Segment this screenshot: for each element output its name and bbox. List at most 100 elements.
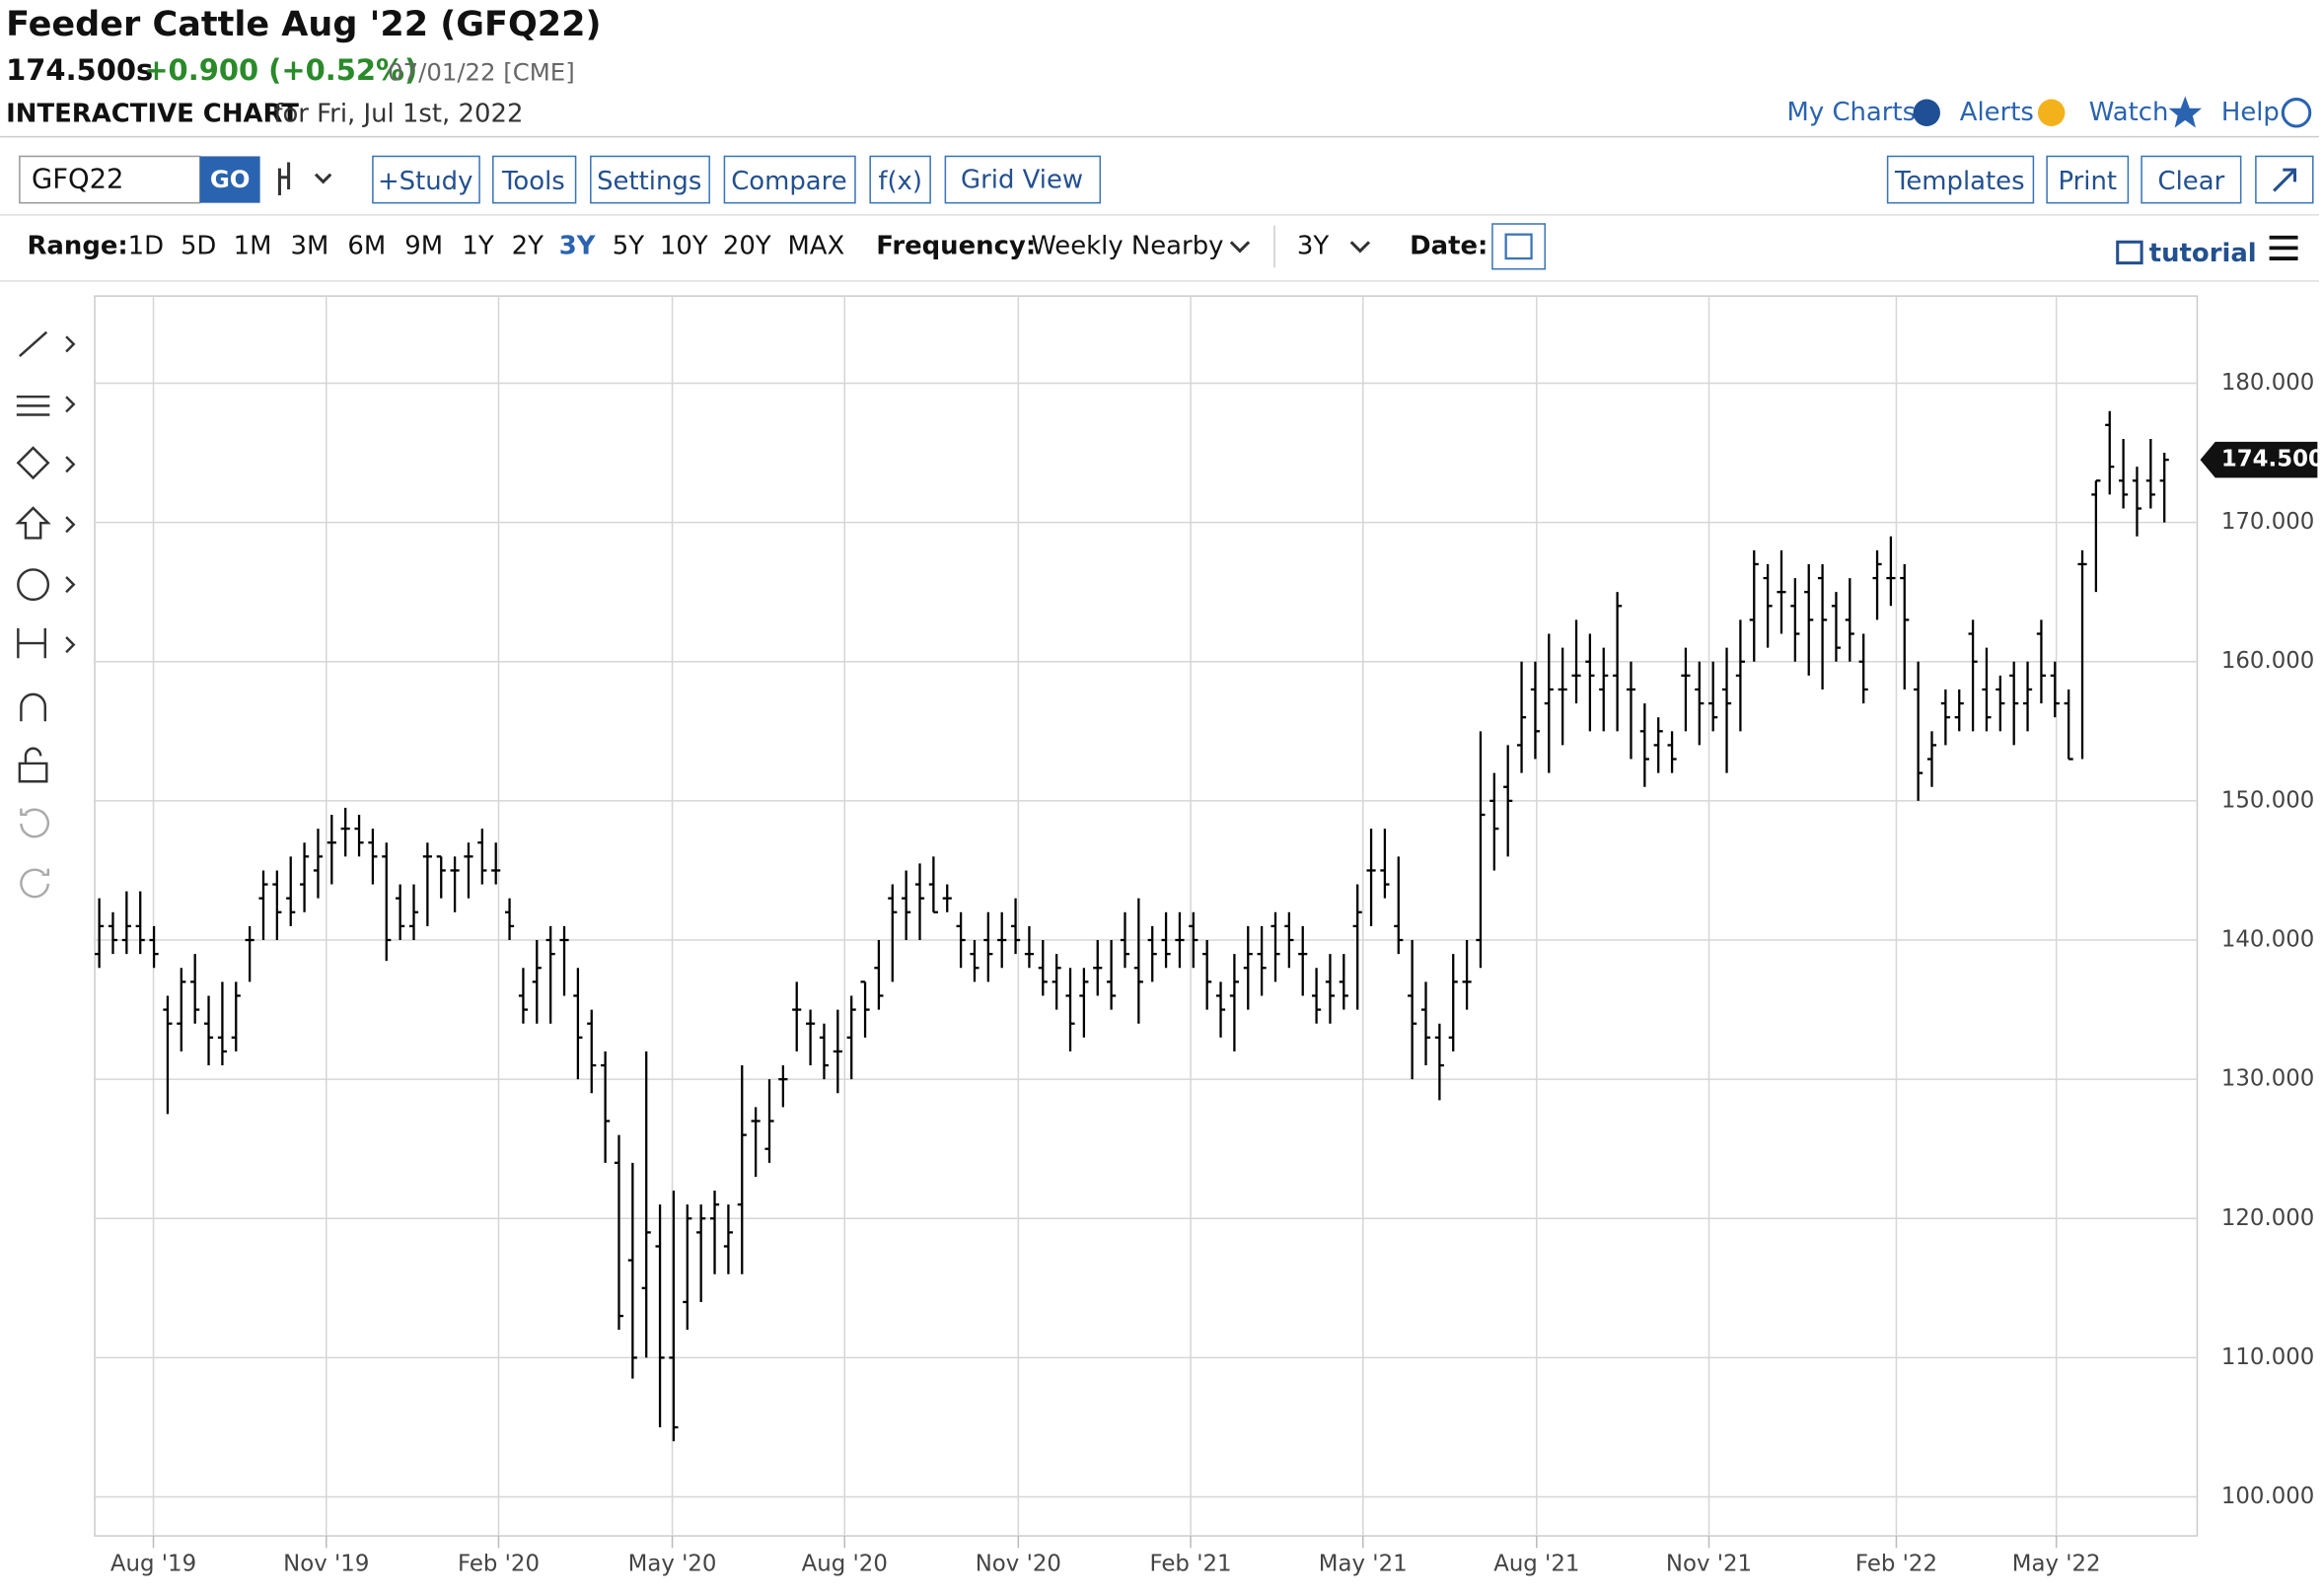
y-tick-label: 170.000 <box>2221 509 2314 535</box>
range-option[interactable]: 5D <box>181 231 216 260</box>
button[interactable] <box>492 155 577 204</box>
button-label: Settings <box>597 167 701 196</box>
tool[interactable] <box>16 446 76 480</box>
button-label: f(x) <box>878 167 922 196</box>
range-label: Range: <box>27 231 127 260</box>
last-price-label: 174.500 <box>2221 447 2322 472</box>
x-tick-label: Nov '20 <box>976 1552 1061 1577</box>
y-tick-label: 140.000 <box>2221 927 2314 953</box>
tool[interactable] <box>15 506 76 540</box>
button-label: Templates <box>1894 167 2025 196</box>
date-label: Date: <box>1410 231 1488 260</box>
link[interactable]: Help <box>2221 98 2280 127</box>
tool[interactable] <box>20 808 49 838</box>
x-tick-label: May '22 <box>2012 1552 2101 1577</box>
toolbar-buttons: +Study Tools Settings Compare f(x) Grid … <box>372 155 2314 204</box>
range-option[interactable]: MAX <box>787 231 844 260</box>
plot: 100.000 110.000 120.000 130.000 140.000 150.0… <box>95 296 2322 1577</box>
frequency-label: Frequency: <box>876 231 1036 260</box>
button[interactable] <box>372 155 480 204</box>
go-button[interactable] <box>199 156 260 203</box>
button-label: Compare <box>731 167 846 196</box>
tool[interactable] <box>16 395 76 416</box>
link[interactable]: Watch <box>2089 98 2169 127</box>
range-option[interactable]: 1Y <box>462 231 493 260</box>
title: Feeder Cattle Aug '22 (GFQ22) <box>6 4 601 44</box>
change: +0.900 (+0.52%) <box>144 53 417 87</box>
icon <box>2281 98 2312 128</box>
date-exchange: 07/01/22 [CME] <box>388 58 575 87</box>
y-tick-label: 120.000 <box>2221 1205 2314 1231</box>
x-tick-label: Aug '21 <box>1493 1552 1579 1577</box>
tool[interactable] <box>17 568 50 602</box>
tutorial[interactable]: tutorial <box>2149 239 2257 268</box>
link[interactable]: My Charts <box>1787 98 1917 127</box>
range-option[interactable]: 2Y <box>512 231 544 260</box>
x-tick-label: Feb '20 <box>458 1552 540 1577</box>
bar-type-icon[interactable] <box>277 162 332 196</box>
button[interactable] <box>869 155 931 204</box>
y-tick-label: 110.000 <box>2221 1344 2314 1370</box>
button[interactable] <box>1886 155 2035 204</box>
go-label: GO <box>210 165 251 193</box>
x-tick-label: Nov '21 <box>1666 1552 1752 1577</box>
x-tick-label: May '20 <box>628 1552 717 1577</box>
button-label: Print <box>2058 167 2117 196</box>
y-tick-label: 180.000 <box>2221 370 2314 396</box>
tool[interactable] <box>17 627 76 659</box>
range-options: 1D 5D 1M 3M 6M 9M 1Y 2Y 3Y 5Y 10Y 20Y MAX <box>128 231 845 260</box>
x-tick-label: Feb '22 <box>1855 1552 1937 1577</box>
button[interactable] <box>944 155 1102 204</box>
range-option[interactable]: 6M <box>347 231 386 260</box>
last-price-tag <box>2200 441 2318 478</box>
symbol: GFQ22 <box>32 164 123 194</box>
menu-icon[interactable] <box>2269 235 2298 260</box>
icon <box>2273 168 2297 192</box>
x-tick-label: Aug '20 <box>802 1552 888 1577</box>
top-links: My Charts Alerts Watch Help <box>1787 96 2312 128</box>
button-label: Grid View <box>961 165 1083 194</box>
y-tick-label: 160.000 <box>2221 648 2314 674</box>
tool[interactable] <box>20 868 50 899</box>
icon <box>1913 99 1940 126</box>
range-option[interactable]: 10Y <box>660 231 708 260</box>
range-option[interactable]: 5Y <box>613 231 644 260</box>
drawing-tools <box>15 330 76 899</box>
dropdown-icon <box>1229 241 1371 254</box>
plot-frame <box>94 295 2199 1537</box>
range-option[interactable]: 20Y <box>723 231 771 260</box>
icon <box>1504 233 1533 260</box>
range-option[interactable]: 9M <box>404 231 443 260</box>
button-label: Tools <box>501 167 565 196</box>
button-label: Clear <box>2158 167 2225 196</box>
y-tick-label: 150.000 <box>2221 787 2314 813</box>
price: 174.500s <box>6 53 153 87</box>
button[interactable] <box>723 155 856 204</box>
range-option[interactable]: 1M <box>234 231 272 260</box>
tool[interactable] <box>18 747 48 783</box>
chart-label: INTERACTIVE CHART <box>6 99 299 128</box>
x-tick-label: May '21 <box>1319 1552 1408 1577</box>
button[interactable] <box>2141 155 2242 204</box>
button[interactable] <box>590 155 710 204</box>
link[interactable]: Alerts <box>1960 98 2034 127</box>
icon <box>2116 240 2143 265</box>
chart-for: for Fri, Jul 1st, 2022 <box>273 99 523 128</box>
tool[interactable] <box>20 692 46 722</box>
date-button[interactable] <box>1491 223 1547 270</box>
tool[interactable] <box>19 330 76 357</box>
range-option[interactable]: 3M <box>291 231 329 260</box>
icon <box>2037 99 2066 126</box>
button[interactable] <box>2046 155 2130 204</box>
icon <box>2168 96 2203 128</box>
range-option[interactable]: 1D <box>128 231 164 260</box>
y-tick-label: 130.000 <box>2221 1066 2314 1092</box>
range-option[interactable]: 3Y <box>559 231 596 260</box>
expand-button[interactable] <box>2255 155 2314 204</box>
x-tick-label: Feb '21 <box>1150 1552 1232 1577</box>
button-label: +Study <box>378 167 472 196</box>
period[interactable]: 3Y <box>1297 231 1329 260</box>
frequency[interactable]: Weekly Nearby <box>1031 231 1223 260</box>
